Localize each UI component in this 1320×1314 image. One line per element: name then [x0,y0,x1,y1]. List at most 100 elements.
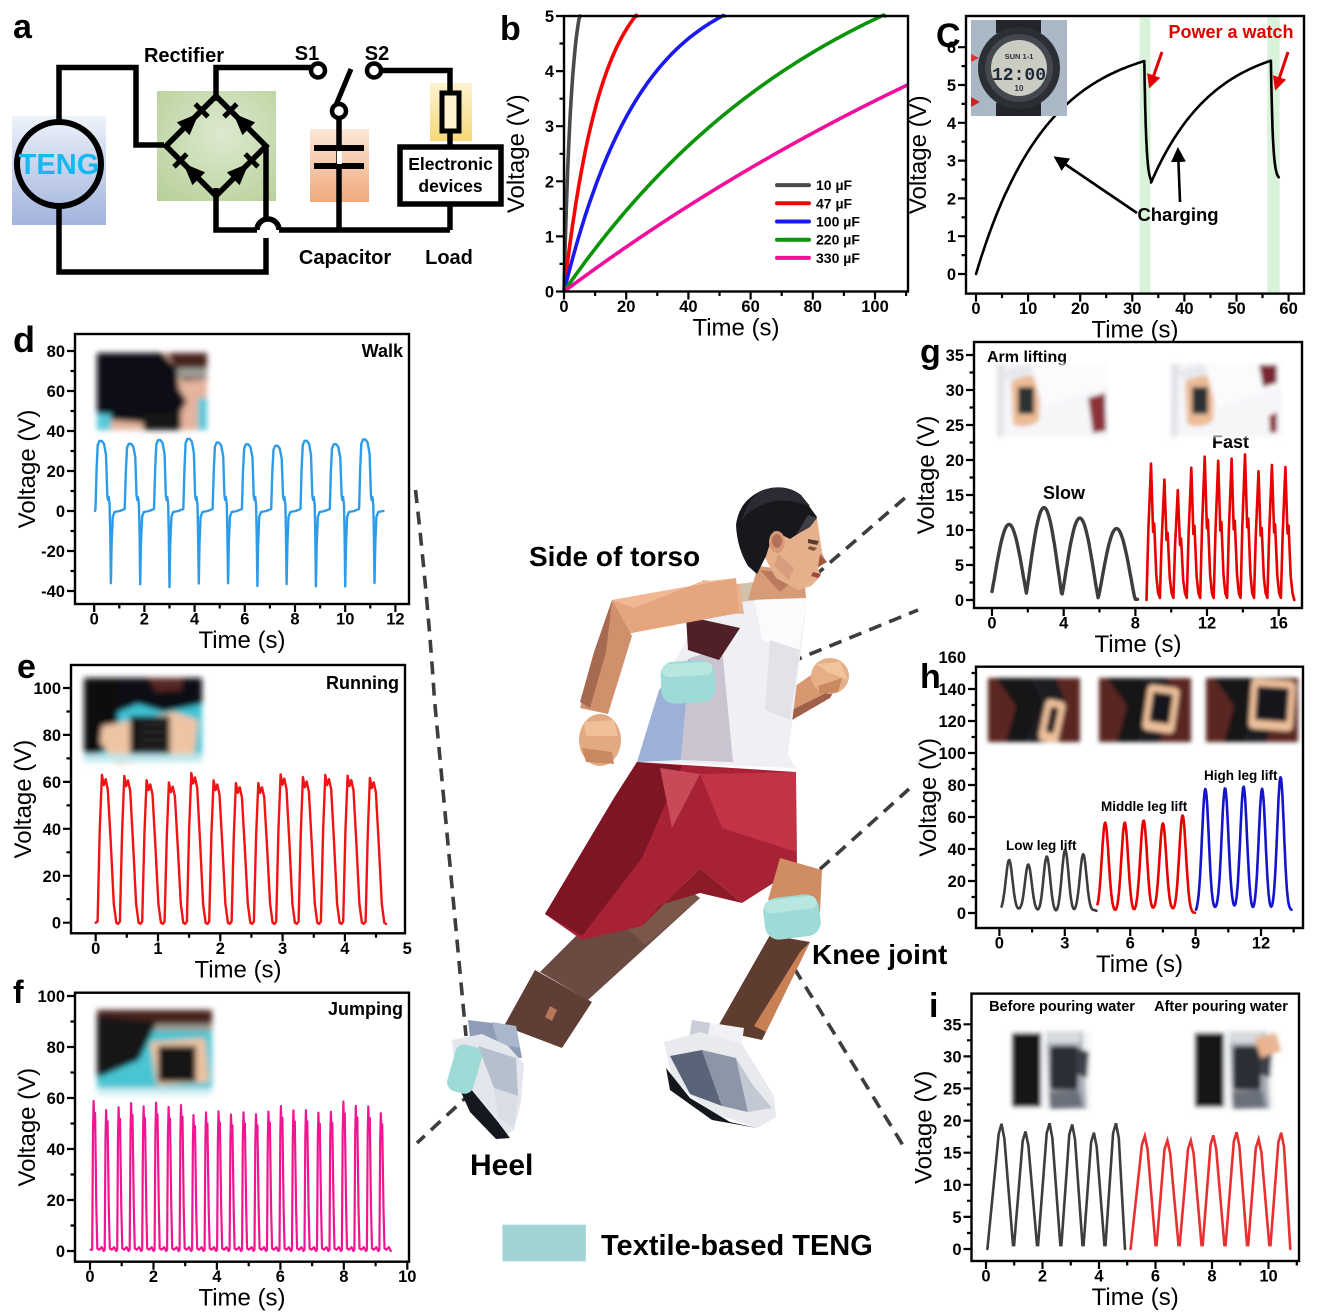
svg-text:C: C [936,17,961,55]
svg-text:15: 15 [946,487,964,505]
svg-text:Power a watch: Power a watch [1168,22,1293,42]
svg-text:0: 0 [987,615,996,633]
svg-text:8: 8 [339,1268,348,1286]
svg-text:2: 2 [149,1268,158,1286]
svg-text:8: 8 [290,611,299,629]
svg-text:6: 6 [1151,1268,1160,1286]
svg-text:4: 4 [1059,615,1069,633]
svg-text:60: 60 [948,809,966,827]
svg-text:Side of torso: Side of torso [529,541,700,572]
svg-text:5: 5 [947,77,956,95]
svg-text:0: 0 [91,940,100,958]
svg-text:Knee joint: Knee joint [812,939,947,970]
svg-text:Voltage (V): Voltage (V) [14,410,41,529]
svg-text:Time (s): Time (s) [194,956,281,983]
svg-text:20: 20 [948,873,966,891]
svg-text:Voltage (V): Voltage (V) [10,740,37,859]
svg-text:g: g [920,333,941,371]
svg-text:6: 6 [947,39,956,57]
svg-text:1: 1 [947,228,956,246]
svg-text:40: 40 [1175,300,1193,318]
svg-text:Time (s): Time (s) [1092,1284,1179,1311]
svg-text:S1: S1 [295,43,319,65]
svg-text:Running: Running [326,673,399,693]
svg-text:40: 40 [948,841,966,859]
svg-text:60: 60 [1279,300,1297,318]
svg-text:10: 10 [336,611,354,629]
svg-text:60: 60 [47,1090,65,1108]
svg-text:4: 4 [1094,1268,1104,1286]
svg-text:16: 16 [1270,615,1288,633]
svg-text:0: 0 [90,611,99,629]
svg-text:40: 40 [47,1141,65,1159]
svg-text:20: 20 [1071,300,1089,318]
svg-text:After pouring water: After pouring water [1154,999,1288,1015]
svg-text:0: 0 [947,266,956,284]
svg-text:Textile-based TENG: Textile-based TENG [601,1230,873,1262]
svg-text:40: 40 [47,423,65,441]
svg-text:Voltage (V): Voltage (V) [14,1068,41,1187]
svg-text:5: 5 [403,940,412,958]
svg-text:12:00: 12:00 [992,66,1046,86]
svg-text:10: 10 [946,522,964,540]
svg-text:4: 4 [340,940,350,958]
svg-text:b: b [500,10,521,48]
svg-text:Jumping: Jumping [328,999,403,1019]
svg-text:8: 8 [1207,1268,1216,1286]
svg-text:40: 40 [43,821,61,839]
svg-text:80: 80 [47,343,65,361]
svg-text:60: 60 [741,298,759,316]
svg-text:f: f [13,974,24,1010]
svg-text:20: 20 [47,463,65,481]
svg-text:S2: S2 [365,43,389,65]
svg-text:10: 10 [943,1177,961,1195]
svg-text:35: 35 [943,1016,961,1034]
svg-text:100: 100 [861,298,889,316]
svg-text:0: 0 [957,905,966,923]
svg-text:Voltage (V): Voltage (V) [503,94,530,213]
svg-text:20: 20 [946,452,964,470]
svg-text:Time (s): Time (s) [692,315,779,342]
svg-text:220 µF: 220 µF [816,232,860,248]
svg-text:a: a [13,8,33,46]
svg-text:2: 2 [1038,1268,1047,1286]
svg-text:Votage (V): Votage (V) [911,1071,938,1184]
svg-text:0: 0 [56,1243,65,1261]
svg-text:40: 40 [679,298,697,316]
svg-text:60: 60 [43,774,61,792]
svg-text:Time (s): Time (s) [198,1285,285,1312]
svg-text:d: d [13,319,35,360]
svg-text:0: 0 [85,1268,94,1286]
svg-text:12: 12 [1252,935,1270,953]
svg-text:4: 4 [212,1268,222,1286]
svg-text:100: 100 [938,745,966,763]
svg-text:Electronic: Electronic [408,154,493,174]
svg-text:0: 0 [56,503,65,521]
svg-text:20: 20 [43,868,61,886]
svg-text:Low leg lift: Low leg lift [1006,838,1077,853]
svg-text:10: 10 [1259,1268,1277,1286]
svg-text:Time (s): Time (s) [1094,631,1181,658]
svg-text:6: 6 [1126,935,1135,953]
svg-text:80: 80 [43,727,61,745]
svg-text:SUN 1-1: SUN 1-1 [1005,52,1034,61]
svg-text:Heel: Heel [470,1149,533,1182]
svg-text:330 µF: 330 µF [816,250,860,266]
svg-text:120: 120 [938,713,966,731]
svg-text:Slow: Slow [1043,483,1086,503]
svg-text:30: 30 [943,1048,961,1066]
svg-text:4: 4 [190,611,200,629]
svg-text:47 µF: 47 µF [816,195,853,211]
svg-text:0: 0 [955,592,964,610]
svg-text:-20: -20 [41,543,65,561]
svg-text:Time (s): Time (s) [1096,951,1183,978]
svg-text:8: 8 [1131,615,1140,633]
svg-text:30: 30 [1123,300,1141,318]
svg-text:0: 0 [952,1241,961,1259]
svg-text:100 µF: 100 µF [816,214,860,230]
svg-text:2: 2 [216,940,225,958]
svg-text:Voltage (V): Voltage (V) [913,416,940,535]
svg-text:2: 2 [545,173,554,191]
svg-text:1: 1 [153,940,162,958]
svg-text:Load: Load [425,247,473,269]
